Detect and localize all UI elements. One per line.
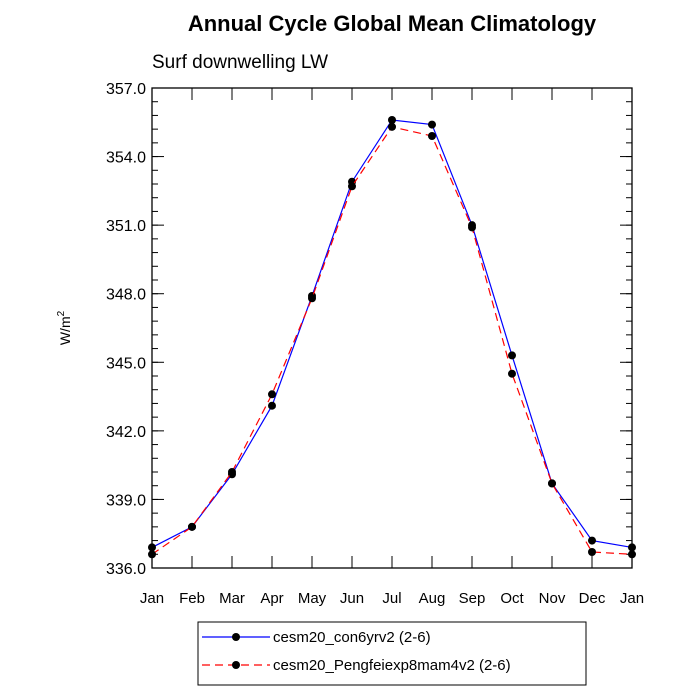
x-tick-label: Mar — [219, 590, 245, 607]
y-tick-label: 339.0 — [106, 492, 146, 509]
y-tick-label: 348.0 — [106, 287, 146, 304]
series-2-point — [388, 122, 396, 131]
legend: cesm20_con6yrv2 (2-6) cesm20_Pengfeiexp8m… — [197, 621, 587, 686]
legend-box — [197, 621, 587, 686]
series-2-point — [548, 479, 556, 488]
y-tick-label: 354.0 — [106, 150, 146, 167]
x-tick-label: Apr — [260, 590, 283, 607]
y-axis-label-superscript: 2 — [56, 310, 67, 316]
series-2-point — [428, 132, 436, 140]
legend-label: cesm20_Pengfeiexp8mam4v2 (2-6) — [273, 657, 511, 674]
series-1-point — [588, 536, 596, 545]
y-axis-label-text: W/m — [57, 316, 73, 345]
series-line-2 — [151, 126, 633, 555]
series-1-point — [388, 116, 396, 124]
legend-swatch-marker — [232, 633, 240, 641]
series-1-point — [508, 351, 516, 360]
y-tick-label: 351.0 — [106, 218, 146, 235]
legend-swatch-marker — [232, 661, 240, 669]
series-2-point — [468, 223, 476, 232]
series-layer — [148, 116, 636, 559]
series-2-point — [508, 369, 516, 378]
series-1-point — [428, 120, 436, 129]
x-tick-label: Sep — [459, 590, 486, 607]
series-line-1 — [151, 119, 633, 549]
y-tick-label: 336.0 — [106, 561, 146, 578]
y-tick-labels: 336.0 339.0 342.0 345.0 348.0 351.0 354.0 357.0 — [106, 81, 146, 578]
legend-label: cesm20_con6yrv2 (2-6) — [273, 629, 431, 646]
series-1-point — [268, 401, 276, 410]
y-tick-label: 357.0 — [106, 81, 146, 98]
series-2-point — [308, 294, 316, 303]
x-tick-label: Feb — [179, 590, 205, 607]
y-tick-label: 345.0 — [106, 355, 146, 372]
chart-title: Annual Cycle Global Mean Climatology — [188, 11, 597, 36]
chart-subtitle: Surf downwelling LW — [152, 52, 328, 73]
x-tick-label: Jun — [340, 590, 364, 607]
series-2-point — [588, 548, 596, 556]
x-tick-label: Nov — [539, 590, 566, 607]
x-tick-label: Jan — [620, 590, 644, 607]
x-tick-label: Oct — [500, 590, 524, 607]
y-tick-label: 342.0 — [106, 424, 146, 441]
x-tick-label: Jan — [140, 590, 164, 607]
x-tick-label: May — [298, 590, 327, 607]
y-axis-label: W/m2 — [56, 310, 73, 345]
x-tick-label: Jul — [382, 590, 401, 607]
series-2-point — [228, 468, 236, 476]
series-2-point — [348, 182, 356, 191]
axis-ticks — [151, 87, 633, 569]
x-tick-label: Aug — [419, 590, 446, 607]
x-tick-labels: Jan Feb Mar Apr May Jun Jul Aug Sep Oct Nov Dec Jan — [140, 590, 644, 607]
series-2-point — [268, 390, 276, 399]
x-tick-label: Dec — [579, 590, 606, 607]
plot-frame — [151, 87, 633, 569]
series-2-point — [188, 522, 196, 531]
